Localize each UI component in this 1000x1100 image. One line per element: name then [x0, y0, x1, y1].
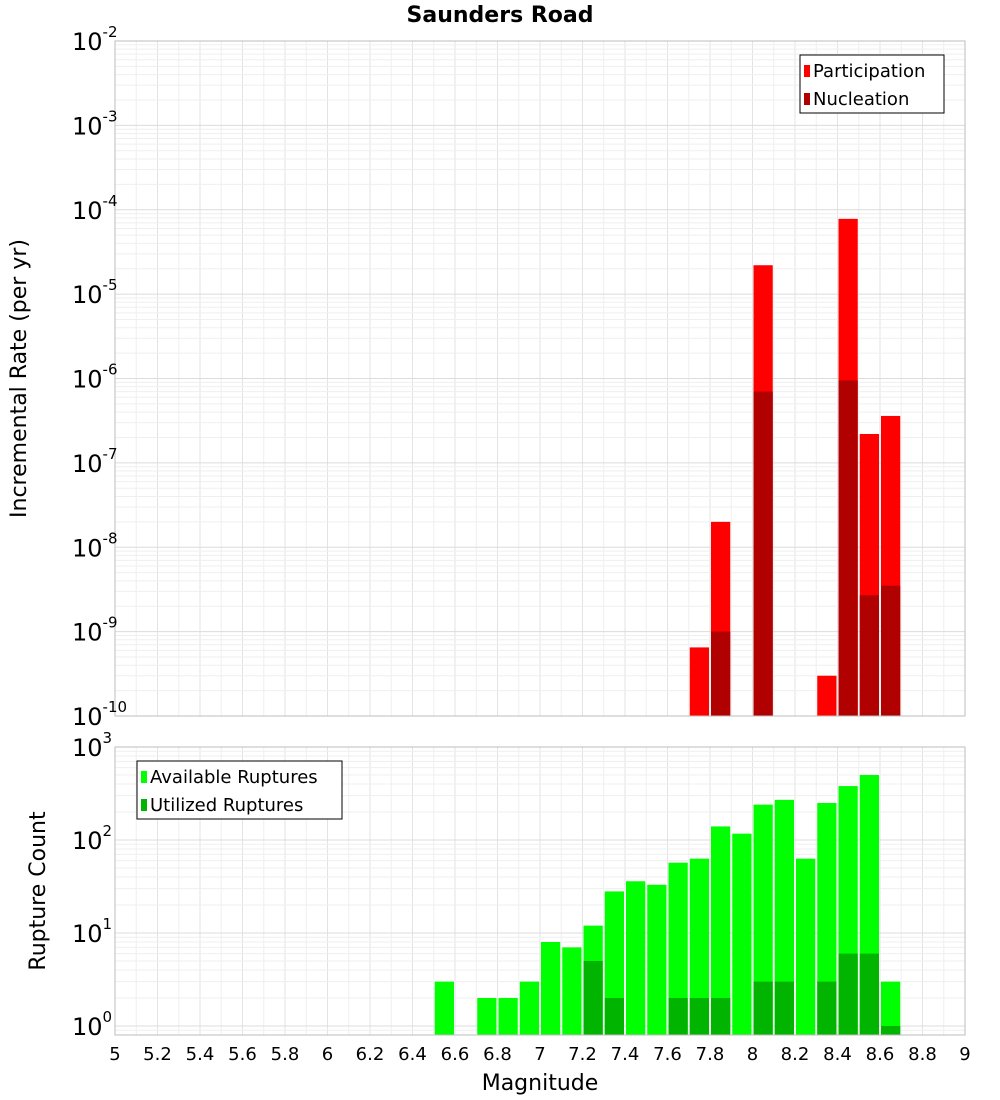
count-panel-bar-primary [732, 833, 752, 1035]
count-panel-y-axis-label: Rupture Count [26, 811, 51, 971]
rate-panel-bar-secondary [859, 595, 879, 716]
count-panel-bar-primary [477, 997, 497, 1035]
rate-panel-legend-swatch [804, 65, 810, 77]
x-tick-label: 5.8 [271, 1044, 300, 1065]
count-panel-legend-label: Utilized Ruptures [150, 795, 303, 816]
count-panel-bar-secondary [668, 997, 688, 1035]
x-tick-label: 8.8 [908, 1044, 937, 1065]
x-tick-label: 5.6 [228, 1044, 257, 1065]
count-panel-legend: Available Ruptures Utilized Ruptures [136, 760, 343, 820]
count-panel-bar-secondary [859, 953, 879, 1035]
chart-title: Saunders Road [407, 3, 594, 28]
rate-panel-y-tick-label: 10-7 [72, 445, 118, 478]
count-panel-bar-secondary [604, 997, 624, 1035]
count-panel-bar-secondary [838, 953, 858, 1035]
x-tick-label: 6.4 [398, 1044, 427, 1065]
rate-panel-frame [114, 40, 966, 717]
x-tick-label: 5.2 [143, 1044, 172, 1065]
x-axis-label: Magnitude [482, 1071, 599, 1096]
count-panel-bar-primary [434, 981, 454, 1035]
rate-panel-bar-primary [817, 675, 837, 716]
rate-panel-bar-secondary [753, 391, 773, 716]
count-panel-bar-secondary [774, 981, 794, 1035]
rate-panel-y-axis-label: Incremental Rate (per yr) [7, 239, 32, 518]
x-tick-label: 8.4 [823, 1044, 852, 1065]
rate-panel-y-tick-label: 10-6 [72, 361, 118, 394]
count-panel-frame [114, 746, 966, 1036]
rate-panel-bar-secondary [711, 631, 731, 716]
rate-panel-y-tick-label: 10-2 [72, 23, 118, 56]
count-panel-bar-primary [562, 947, 582, 1035]
count-panel-legend-swatch [141, 771, 147, 783]
count-panel-bar-primary [817, 802, 837, 1035]
count-panel-y-tick-label: 103 [72, 729, 112, 762]
x-tick-label: 8.6 [866, 1044, 895, 1065]
rate-panel-legend: Participation Nucleation [799, 54, 945, 114]
x-tick-label: 6.6 [441, 1044, 470, 1065]
x-tick-label: 7.8 [696, 1044, 725, 1065]
x-tick-label: 6 [322, 1044, 333, 1065]
count-panel-bar-secondary [817, 981, 837, 1035]
rate-panel-bar-secondary [838, 380, 858, 716]
count-panel-bar-secondary [881, 1025, 901, 1035]
count-panel-legend-box [136, 760, 343, 820]
count-panel-legend-label: Available Ruptures [150, 767, 318, 788]
count-panel-bar-primary [796, 858, 816, 1035]
x-tick-label: 7.4 [611, 1044, 640, 1065]
rate-panel-bar-primary [689, 647, 709, 716]
x-tick-label: 7.6 [653, 1044, 682, 1065]
x-tick-label: 7.2 [568, 1044, 597, 1065]
x-tick-label: 6.8 [483, 1044, 512, 1065]
x-tick-label: 6.2 [356, 1044, 385, 1065]
count-panel-bar-secondary [583, 960, 603, 1035]
rate-panel: 10-10 10-9 10-8 10-7 10-6 10-5 10-4 10-3 10-2 Inc… [7, 23, 966, 731]
count-panel-y-tick-label: 100 [72, 1008, 112, 1041]
count-panel-bar-primary [519, 981, 539, 1035]
x-tick-label: 8.2 [781, 1044, 810, 1065]
rate-panel-legend-label: Participation [813, 61, 925, 82]
rate-panel-legend-box [799, 54, 945, 114]
count-panel-y-tick-label: 102 [72, 822, 112, 855]
count-panel-bar-primary [753, 804, 773, 1035]
count-panel-legend-swatch [141, 799, 147, 811]
count-panel-bar-primary [541, 942, 561, 1035]
count-panel-bar-secondary [753, 981, 773, 1035]
count-panel-bar-primary [668, 862, 688, 1035]
rate-panel-bar-secondary [881, 585, 901, 716]
count-panel: 100 101 102 103 Rupture Count Available Ruptu… [26, 729, 966, 1041]
x-tick-label: 5.4 [186, 1044, 215, 1065]
count-panel-bar-primary [498, 997, 518, 1035]
count-panel-bar-primary [626, 881, 646, 1035]
count-panel-bar-primary [711, 826, 731, 1035]
count-panel-bar-secondary [711, 997, 731, 1035]
rate-panel-y-tick-label: 10-8 [72, 529, 118, 562]
count-panel-bar-primary [689, 858, 709, 1035]
x-tick-label: 8 [747, 1044, 758, 1065]
count-panel-bar-secondary [689, 997, 709, 1035]
count-panel-bar-primary [881, 981, 901, 1035]
rate-panel-legend-swatch [804, 93, 810, 105]
rate-panel-y-tick-label: 10-10 [72, 698, 127, 731]
rate-panel-y-tick-label: 10-4 [72, 192, 118, 225]
rate-panel-legend-label: Nucleation [813, 89, 909, 110]
x-tick-label: 5 [109, 1044, 120, 1065]
count-panel-y-tick-label: 101 [72, 915, 112, 948]
count-panel-bar-primary [774, 799, 794, 1035]
rate-panel-y-tick-label: 10-9 [72, 614, 118, 647]
count-panel-bar-primary [647, 884, 667, 1035]
rate-panel-y-tick-label: 10-3 [72, 107, 118, 140]
x-tick-label: 9 [959, 1044, 970, 1065]
rate-panel-y-tick-label: 10-5 [72, 276, 118, 309]
x-tick-label: 7 [534, 1044, 545, 1065]
